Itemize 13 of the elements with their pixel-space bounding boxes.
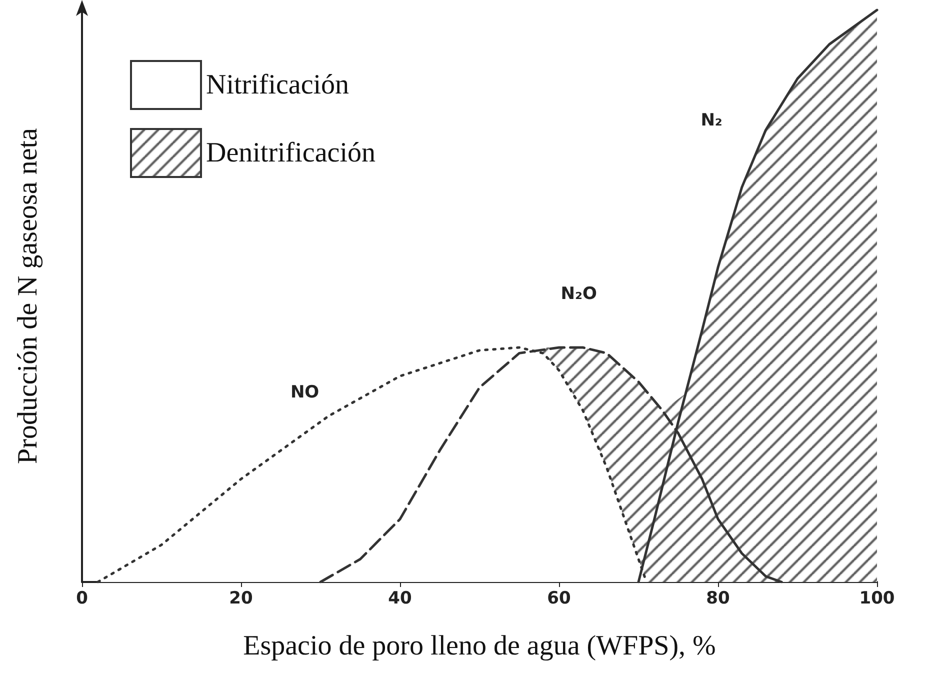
annotation: N₂ (700, 110, 722, 131)
y-axis-title: Producción de N gaseosa neta (12, 127, 44, 464)
x-tick-label: 80 (706, 588, 730, 608)
x-tick-label: 60 (547, 588, 571, 608)
x-axis-title: Espacio de poro lleno de agua (WFPS), % (243, 630, 716, 662)
legend-label: Denitrificación (206, 138, 376, 168)
legend-label: Nitrificación (206, 70, 350, 100)
annotation: NO (290, 382, 320, 403)
annotation: N₂O (560, 284, 597, 304)
x-tick-label: 0 (76, 588, 88, 608)
x-tick-label: 40 (388, 588, 412, 608)
x-tick-label: 100 (859, 588, 895, 608)
x-tick-label: 20 (229, 588, 253, 608)
